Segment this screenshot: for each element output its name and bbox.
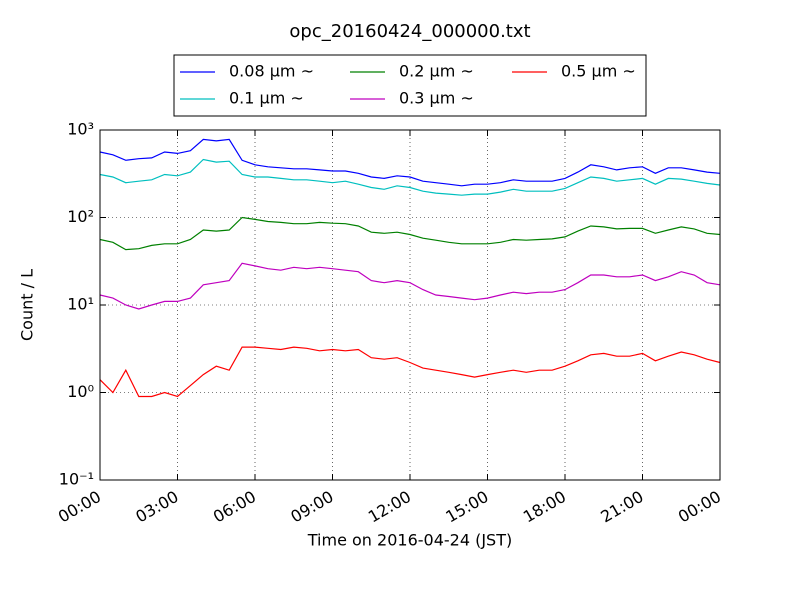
y-tick-label: 10³ [67, 120, 94, 139]
y-tick-label: 10² [67, 207, 94, 226]
chart-title: opc_20160424_000000.txt [289, 21, 530, 42]
x-axis-label: Time on 2016-04-24 (JST) [307, 531, 512, 550]
y-tick-label: 10⁻¹ [59, 470, 94, 489]
y-axis-label: Count / L [18, 269, 37, 341]
legend-label: 0.08 μm ~ [229, 62, 314, 81]
y-tick-label: 10¹ [67, 295, 94, 314]
data-line [99, 158, 721, 196]
data-line [99, 262, 721, 310]
legend-label: 0.3 μm ~ [399, 89, 474, 108]
data-line [99, 346, 721, 398]
legend-box [173, 54, 647, 117]
plot-frame [99, 129, 721, 481]
legend-label: 0.1 μm ~ [229, 89, 304, 108]
legend-label: 0.5 μm ~ [561, 62, 636, 81]
legend-label: 0.2 μm ~ [399, 62, 474, 81]
data-line [99, 216, 721, 251]
data-line [99, 138, 721, 187]
y-tick-label: 10⁰ [67, 382, 94, 401]
